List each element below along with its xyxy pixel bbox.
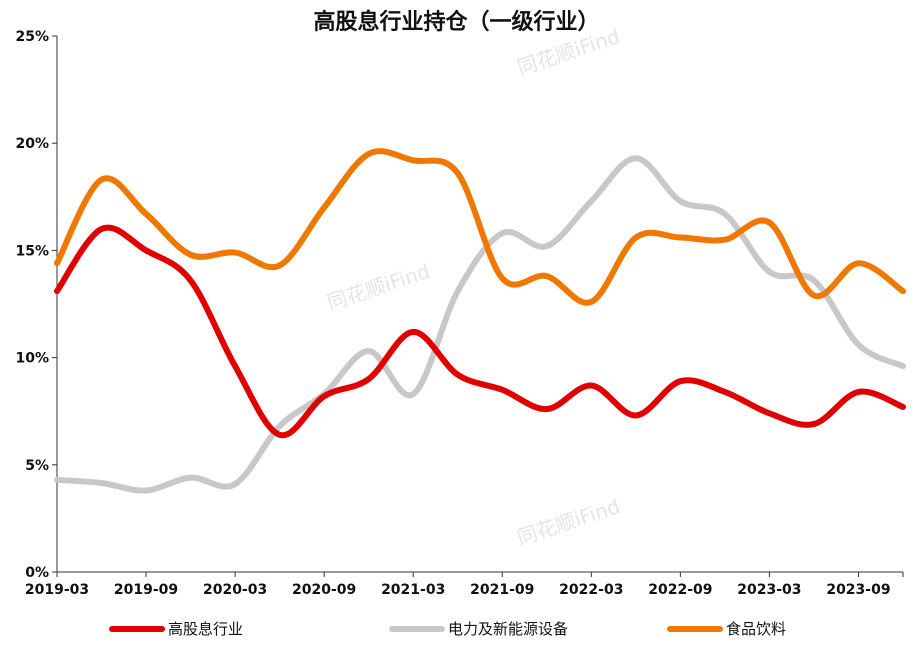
watermark-0: 同花顺iFind [514, 24, 623, 80]
legend-label-1: 电力及新能源设备 [448, 620, 568, 638]
y-tick-label: 10% [15, 351, 49, 367]
y-tick-label: 20% [15, 136, 49, 152]
watermark-1: 同花顺iFind [324, 259, 433, 315]
x-tick-label: 2020-09 [292, 582, 356, 598]
x-tick-label: 2019-09 [114, 582, 178, 598]
y-tick-label: 0% [25, 565, 49, 581]
series-line-0 [54, 224, 906, 439]
x-tick-label: 2021-03 [381, 582, 445, 598]
chart-title: 高股息行业持仓（一级行业） [313, 10, 600, 35]
x-tick-label: 2019-03 [25, 582, 89, 598]
series-line-2 [54, 148, 906, 306]
x-tick-label: 2023-09 [826, 582, 890, 598]
y-tick-label: 5% [25, 458, 49, 474]
y-tick-label: 15% [15, 243, 49, 259]
x-tick-label: 2022-09 [648, 582, 712, 598]
x-tick-label: 2020-03 [203, 582, 267, 598]
x-tick-label: 2022-03 [559, 582, 623, 598]
legend-label-0: 高股息行业 [168, 620, 243, 638]
series-line-1 [54, 155, 906, 494]
x-tick-label: 2021-09 [470, 582, 534, 598]
legend-label-2: 食品饮料 [726, 620, 786, 638]
y-tick-label: 25% [15, 29, 49, 45]
watermark-2: 同花顺iFind [514, 494, 623, 550]
x-tick-label: 2023-03 [737, 582, 801, 598]
